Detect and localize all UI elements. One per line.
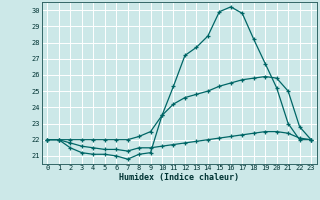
X-axis label: Humidex (Indice chaleur): Humidex (Indice chaleur)	[119, 173, 239, 182]
